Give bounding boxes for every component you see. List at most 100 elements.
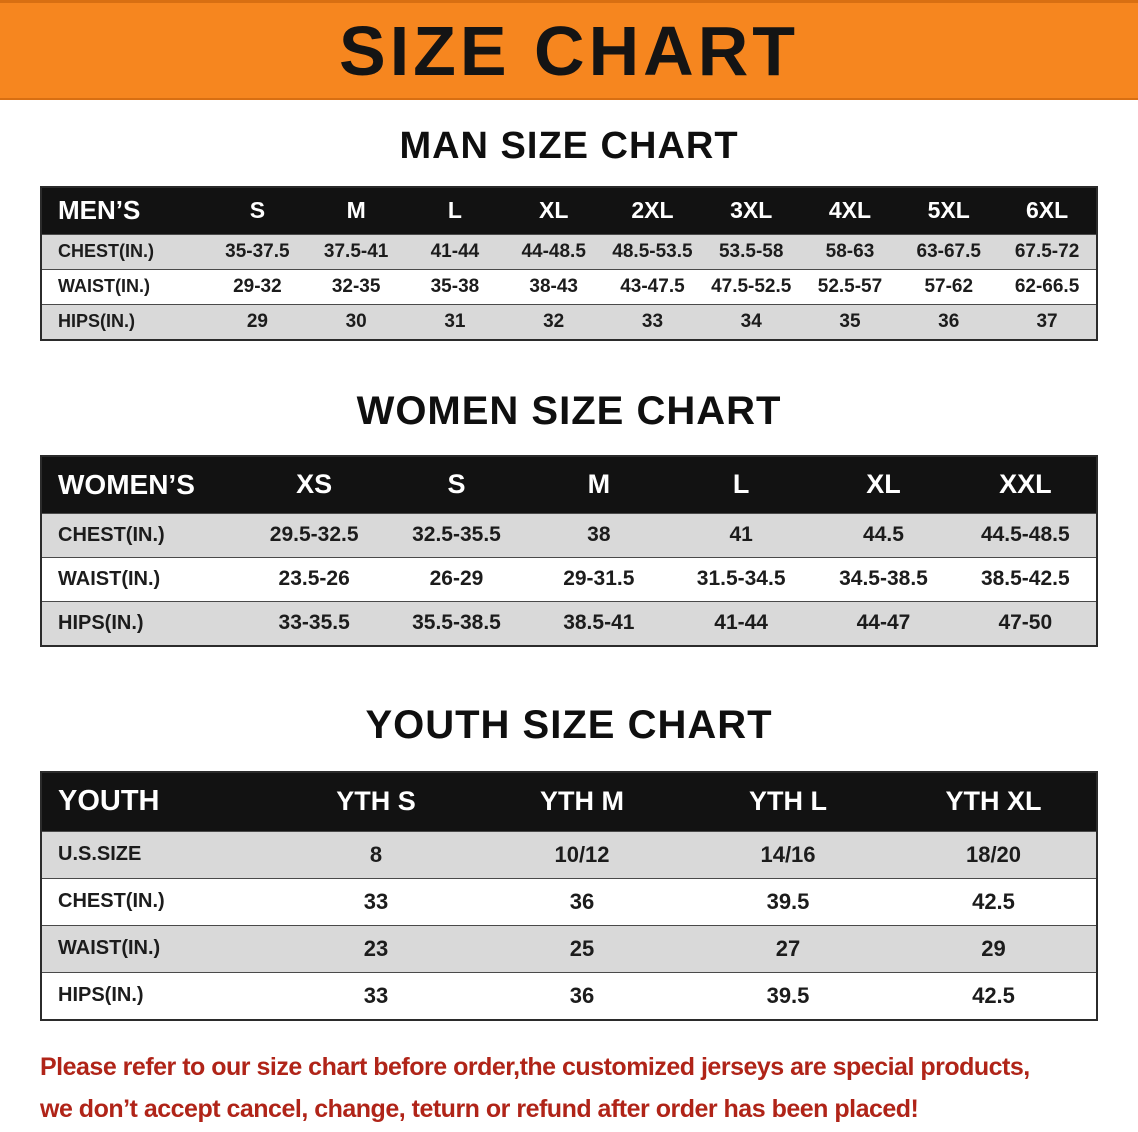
size-column-header: XL <box>504 186 604 235</box>
size-table: WOMEN’S XS S M L XL XXL CHEST(IN.) 29.5-32.5 32.5… <box>40 454 1098 647</box>
size-value-cell: 62-66.5 <box>998 268 1097 305</box>
size-value-cell: 29 <box>891 924 1097 973</box>
disclaimer: Please refer to our size chart before or… <box>40 1051 1114 1126</box>
size-value-cell: 18/20 <box>891 830 1097 879</box>
table-row: U.S.SIZE 8 10/12 14/16 18/20 <box>41 830 1097 879</box>
size-column-header: XS <box>243 455 386 514</box>
size-value-cell: 44.5 <box>812 512 955 558</box>
disclaimer-line-2: we don’t accept cancel, change, teturn o… <box>40 1095 919 1124</box>
size-value-cell: 44-48.5 <box>504 233 604 270</box>
size-column-header: YTH L <box>685 771 891 832</box>
size-value-cell: 41-44 <box>405 233 505 270</box>
size-column-header: S <box>385 455 528 514</box>
table-row: CHEST(IN.) 33 36 39.5 42.5 <box>41 877 1097 926</box>
row-label: WAIST(IN.) <box>41 924 273 973</box>
size-value-cell: 36 <box>479 971 685 1020</box>
table-row: CHEST(IN.) 29.5-32.5 32.5-35.5 38 41 44.5 44.5… <box>41 512 1097 558</box>
size-value-cell: 31 <box>405 303 505 340</box>
size-value-cell: 42.5 <box>891 971 1097 1020</box>
table-row: WAIST(IN.) 29-32 32-35 35-38 38-43 43-47.5 47.… <box>41 268 1097 305</box>
size-value-cell: 42.5 <box>891 877 1097 926</box>
size-value-cell: 63-67.5 <box>899 233 999 270</box>
size-value-cell: 37.5-41 <box>306 233 406 270</box>
size-value-cell: 38.5-42.5 <box>954 556 1097 602</box>
size-value-cell: 52.5-57 <box>800 268 900 305</box>
size-value-cell: 31.5-34.5 <box>669 556 813 602</box>
row-label: HIPS(IN.) <box>41 971 273 1020</box>
size-value-cell: 8 <box>273 830 479 879</box>
size-column-header: S <box>208 186 307 235</box>
size-column-header: 5XL <box>899 186 999 235</box>
size-value-cell: 41-44 <box>669 600 813 646</box>
row-label: HIPS(IN.) <box>41 303 208 340</box>
size-value-cell: 33 <box>603 303 702 340</box>
size-value-cell: 44.5-48.5 <box>954 512 1097 558</box>
size-table: YOUTH YTH S YTH M YTH L YTH XL U.S.SIZE 8 10/12… <box>40 770 1098 1021</box>
row-label: WAIST(IN.) <box>41 268 208 305</box>
size-value-cell: 47-50 <box>954 600 1097 646</box>
men-size-table: MEN’S S M L XL 2XL 3XL 4XL 5XL 6XL CHEST(IN.) 35-37… <box>40 185 1098 341</box>
size-value-cell: 36 <box>479 877 685 926</box>
table-row: CHEST(IN.) 35-37.5 37.5-41 41-44 44-48.5 48.5… <box>41 233 1097 270</box>
size-value-cell: 38 <box>527 512 670 558</box>
size-column-header: YTH M <box>479 771 685 832</box>
table-header-row: MEN’S S M L XL 2XL 3XL 4XL 5XL 6XL <box>41 186 1097 235</box>
size-value-cell: 33 <box>273 971 479 1020</box>
row-label: WAIST(IN.) <box>41 556 243 602</box>
size-value-cell: 14/16 <box>685 830 891 879</box>
banner: SIZE CHART <box>0 0 1138 100</box>
row-label: CHEST(IN.) <box>41 877 273 926</box>
row-label: HIPS(IN.) <box>41 600 243 646</box>
size-value-cell: 58-63 <box>800 233 900 270</box>
youth-size-table: YOUTH YTH S YTH M YTH L YTH XL U.S.SIZE 8 10/12… <box>40 770 1098 1021</box>
size-value-cell: 44-47 <box>812 600 955 646</box>
women-size-table: WOMEN’S XS S M L XL XXL CHEST(IN.) 29.5-32.5 32.5… <box>40 454 1098 647</box>
size-column-header: YTH S <box>273 771 479 832</box>
youth-section-heading: YOUTH SIZE CHART <box>365 702 773 747</box>
size-value-cell: 37 <box>998 303 1097 340</box>
size-value-cell: 43-47.5 <box>603 268 702 305</box>
table-row: HIPS(IN.) 29 30 31 32 33 34 35 36 37 <box>41 303 1097 340</box>
size-column-header: XXL <box>954 455 1097 514</box>
size-value-cell: 32.5-35.5 <box>385 512 528 558</box>
size-value-cell: 26-29 <box>385 556 528 602</box>
size-table: MEN’S S M L XL 2XL 3XL 4XL 5XL 6XL CHEST(IN.) 35-37… <box>40 185 1098 341</box>
size-column-header: M <box>306 186 406 235</box>
row-label: CHEST(IN.) <box>41 233 208 270</box>
row-label: U.S.SIZE <box>41 830 273 879</box>
size-column-header: YTH XL <box>891 771 1097 832</box>
size-value-cell: 38-43 <box>504 268 604 305</box>
women-size-section: WOMEN SIZE CHART WOMEN’S XS S M L XL XXL CHEST(… <box>0 389 1138 647</box>
size-value-cell: 30 <box>306 303 406 340</box>
size-value-cell: 67.5-72 <box>998 233 1097 270</box>
size-value-cell: 35 <box>800 303 900 340</box>
size-value-cell: 35.5-38.5 <box>385 600 528 646</box>
size-value-cell: 29-31.5 <box>527 556 670 602</box>
size-value-cell: 57-62 <box>899 268 999 305</box>
size-value-cell: 25 <box>479 924 685 973</box>
size-column-header: L <box>405 186 505 235</box>
table-row: HIPS(IN.) 33 36 39.5 42.5 <box>41 971 1097 1020</box>
men-size-section: MAN SIZE CHART MEN’S S M L XL 2XL 3XL 4XL 5XL 6XL… <box>0 125 1138 341</box>
men-section-heading: MAN SIZE CHART <box>399 125 739 167</box>
size-column-header: 4XL <box>800 186 900 235</box>
page-title: SIZE CHART <box>339 11 799 90</box>
size-value-cell: 29.5-32.5 <box>243 512 386 558</box>
table-header-row: YOUTH YTH S YTH M YTH L YTH XL <box>41 771 1097 832</box>
table-row: WAIST(IN.) 23.5-26 26-29 29-31.5 31.5-34.5 34… <box>41 556 1097 602</box>
size-value-cell: 36 <box>899 303 999 340</box>
size-value-cell: 29-32 <box>208 268 307 305</box>
size-value-cell: 23 <box>273 924 479 973</box>
size-column-header: XL <box>812 455 955 514</box>
table-title: YOUTH <box>41 771 273 832</box>
table-title: MEN’S <box>41 186 208 235</box>
table-header-row: WOMEN’S XS S M L XL XXL <box>41 455 1097 514</box>
size-value-cell: 29 <box>208 303 307 340</box>
size-value-cell: 39.5 <box>685 971 891 1020</box>
youth-size-section: YOUTH SIZE CHART YOUTH YTH S YTH M YTH L YTH… <box>0 703 1138 1021</box>
table-title: WOMEN’S <box>41 455 243 514</box>
size-value-cell: 39.5 <box>685 877 891 926</box>
size-value-cell: 41 <box>669 512 813 558</box>
size-column-header: M <box>527 455 670 514</box>
